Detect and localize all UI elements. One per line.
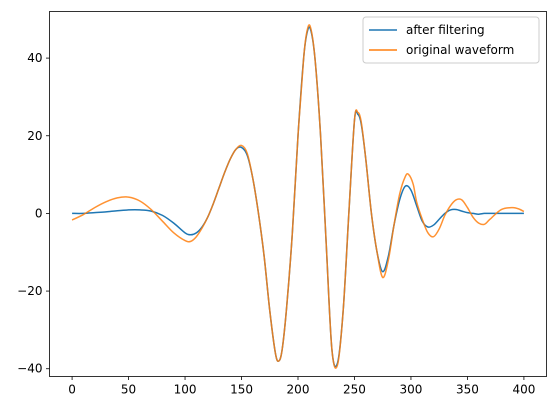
series-layer <box>71 24 525 369</box>
y-tick-label: 40 <box>27 51 42 65</box>
x-tick-label: 150 <box>230 383 253 397</box>
x-tick-label: 100 <box>174 383 197 397</box>
x-tick-label: 400 <box>512 383 535 397</box>
y-tick-label: 0 <box>35 206 43 220</box>
legend: after filtering original waveform <box>362 16 540 64</box>
legend-box <box>362 16 540 64</box>
legend-label-original-waveform: original waveform <box>406 43 514 57</box>
y-tick-label: −20 <box>17 284 42 298</box>
x-tick-label: 50 <box>121 383 136 397</box>
x-tick-label: 200 <box>287 383 310 397</box>
x-tick-label: 300 <box>400 383 423 397</box>
x-axis: 0 50 100 150 200 250 300 350 400 <box>68 376 535 397</box>
plot-area <box>49 11 547 377</box>
legend-label-after-filtering: after filtering <box>406 23 485 37</box>
y-axis: −40 −20 0 20 40 <box>17 51 50 376</box>
y-tick-label: −40 <box>17 362 42 376</box>
y-tick-label: 20 <box>27 129 42 143</box>
x-tick-label: 350 <box>456 383 479 397</box>
x-tick-label: 250 <box>343 383 366 397</box>
series-line-original-waveform <box>71 24 525 369</box>
x-tick-label: 0 <box>68 383 76 397</box>
